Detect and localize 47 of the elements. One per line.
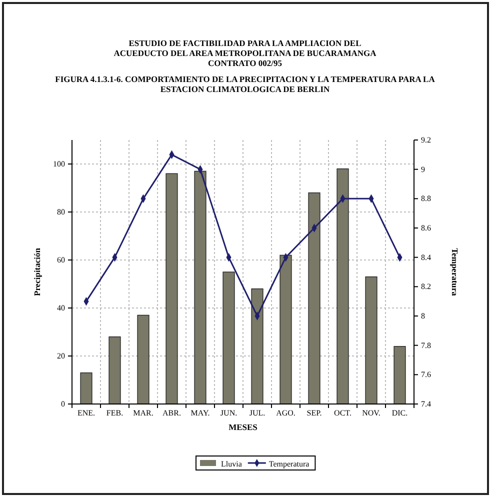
y-tick-label: 100: [53, 160, 65, 169]
y2-axis-title: Temperatura: [450, 248, 460, 297]
legend-label: Temperatura: [268, 460, 310, 468]
x-tick-label: ENE.: [77, 408, 96, 418]
bar: [222, 272, 235, 404]
bar: [108, 336, 121, 404]
y2-tick-label: 8.6: [421, 224, 431, 233]
y2-tick-label: 8: [421, 312, 425, 321]
x-tick-label: DIC.: [392, 408, 408, 418]
bar: [308, 192, 320, 404]
bar: [194, 170, 206, 404]
bar: [137, 314, 150, 404]
x-tick-label: JUL.: [249, 408, 266, 418]
x-tick-label: FEB.: [106, 408, 124, 418]
y-axis-title: Precipitación: [32, 248, 42, 296]
y2-tick-label: 8.2: [421, 282, 431, 292]
y2-tick-label: 7.6: [421, 370, 431, 380]
y-tick-label: 40: [57, 304, 65, 313]
y2-tick-label: 7.8: [421, 340, 431, 350]
bar: [280, 254, 292, 404]
y-tick-label: 20: [57, 352, 65, 361]
x-tick-label: JUN.: [220, 408, 238, 418]
y2-tick-label: 8.8: [421, 194, 431, 204]
chart-title: ESTUDIO DE FACTIBILIDAD PARA LA AMPLIACION DEL ACUEDUCTO DEL AREA METROPOLITANA DE BUCARAMANGA CONTRATO 002/95: [114, 38, 378, 68]
bar: [336, 168, 349, 404]
y-tick-label: 0: [61, 400, 65, 409]
y-tick-label: 80: [57, 208, 65, 217]
x-tick-label: MAY.: [190, 408, 210, 418]
bar: [251, 288, 264, 404]
bar: [394, 346, 406, 404]
y2-tick-label: 9: [421, 164, 425, 174]
x-tick-label: AGO.: [276, 408, 296, 418]
x-axis-title: MESES: [228, 422, 258, 432]
bar: [80, 372, 92, 404]
y2-tick-label: 8.4: [421, 252, 431, 262]
bar: [166, 173, 178, 404]
bar: [365, 276, 378, 404]
chart-subtitle: FIGURA 4.1.3.1-6. COMPORTAMIENTO DE LA PRECIPITACION Y LA TEMPERATURA PARA LA ESTACION CLIMATOLOGICA DE BERLIN: [55, 74, 436, 94]
y2-tick-label: 7.4: [421, 400, 431, 409]
y2-tick-label: 9.2: [421, 136, 431, 145]
x-tick-label: ABR.: [162, 408, 181, 418]
x-tick-label: OCT.: [334, 408, 352, 418]
x-tick-label: NOV.: [362, 408, 380, 418]
x-tick-label: SEP.: [306, 408, 322, 418]
y-tick-label: 60: [57, 256, 65, 265]
legend-label: Lluvia: [221, 460, 242, 468]
x-tick-label: MAR.: [133, 408, 154, 418]
